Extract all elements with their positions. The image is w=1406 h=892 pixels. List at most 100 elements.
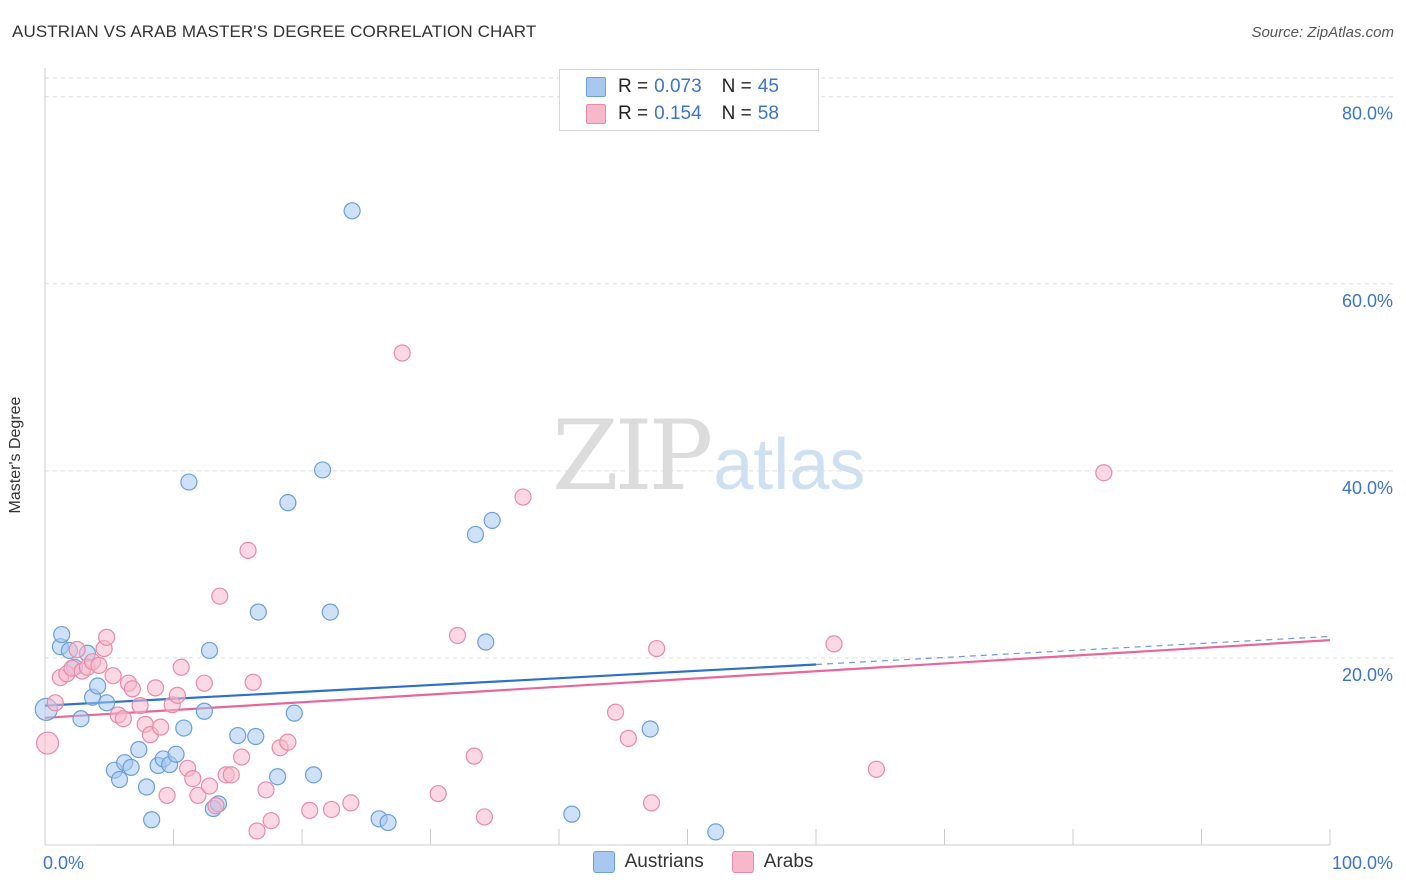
austrians-point	[53, 625, 71, 644]
austrians-point	[98, 694, 116, 712]
grid-lines	[45, 77, 1395, 659]
legend-swatch-austrians	[592, 851, 615, 873]
legend-n-label: N =	[721, 76, 752, 97]
austrians-point	[477, 633, 495, 651]
arabs-point	[189, 786, 207, 805]
arabs-point	[514, 488, 532, 506]
arabs-point	[35, 731, 60, 755]
legend-n-label: N =	[721, 103, 752, 124]
legend-row-austrians: R = 0.073 N = 45	[586, 75, 779, 99]
arabs-point	[825, 635, 843, 653]
arabs-point	[342, 794, 360, 812]
source-label: Source: ZipAtlas.com	[1251, 24, 1394, 41]
austrians-trend-extension	[815, 635, 1331, 666]
legend-n-value: 45	[757, 76, 779, 97]
legend-r-value: 0.154	[654, 103, 702, 124]
legend-r-label: R =	[618, 103, 649, 124]
arabs-point	[1095, 464, 1113, 482]
y-tick-label: 40.0%	[1342, 478, 1393, 498]
austrians-point	[343, 202, 361, 220]
austrians-point	[483, 511, 501, 530]
legend-n-value: 58	[757, 103, 779, 124]
arabs-point	[152, 718, 170, 736]
arabs-trend-line	[44, 639, 1331, 719]
legend-swatch-arabs	[586, 104, 606, 124]
arabs-point	[257, 781, 275, 799]
austrians-point	[285, 704, 303, 722]
austrians-point	[563, 805, 581, 823]
legend-r-label: R =	[618, 76, 649, 97]
chart-title: AUSTRIAN VS ARAB MASTER'S DEGREE CORRELA…	[12, 22, 537, 41]
y-tick-label: 80.0%	[1342, 104, 1393, 124]
arabs-point	[642, 794, 661, 812]
arabs-point	[393, 344, 411, 362]
arabs-point	[195, 674, 213, 692]
arabs-point	[200, 777, 219, 795]
austrians-point	[304, 766, 323, 784]
austrians-point	[72, 710, 90, 728]
arabs-point	[648, 639, 666, 658]
arabs-point	[222, 766, 240, 784]
stats-legend: R = 0.073 N = 45 R = 0.154 N = 58	[559, 69, 819, 131]
arabs-point	[239, 541, 257, 559]
arabs-point	[475, 808, 494, 826]
arabs-point	[123, 680, 141, 698]
legend-label-arabs: Arabs	[763, 851, 814, 872]
arabs-point	[207, 797, 225, 815]
arabs-point	[448, 626, 467, 645]
x-tick-label: 100.0%	[1332, 853, 1393, 873]
austrians-point	[195, 702, 213, 720]
austrians-point	[707, 823, 725, 841]
arabs-point	[429, 784, 447, 803]
austrians-point	[641, 720, 659, 738]
y-tick-label: 20.0%	[1342, 665, 1393, 685]
legend-row-arabs: R = 0.154 N = 58	[586, 102, 779, 126]
arabs-point	[244, 673, 262, 691]
y-axis-label: Master's Degree	[7, 396, 24, 514]
austrians-point	[130, 740, 148, 759]
trend-lines	[44, 635, 1331, 719]
tick-labels: 20.0% 40.0% 60.0% 80.0% 0.0% 100.0%	[43, 104, 1393, 873]
arabs-point	[104, 667, 122, 685]
austrians-point	[143, 811, 161, 829]
austrians-point	[122, 758, 140, 776]
arabs-point	[172, 658, 190, 676]
austrians-point	[466, 525, 485, 544]
legend-item-arabs[interactable]: Arabs	[731, 851, 814, 873]
x-tick-label: 0.0%	[43, 853, 84, 873]
austrians-point	[200, 641, 219, 660]
austrians-point	[279, 494, 297, 512]
legend-item-austrians[interactable]: Austrians	[592, 851, 704, 873]
austrians-point	[379, 813, 397, 832]
austrians-point	[137, 778, 156, 796]
arabs-point	[262, 812, 280, 830]
austrians-point	[247, 727, 265, 746]
austrians-point	[167, 745, 185, 763]
arabs-point	[46, 694, 64, 712]
arabs-point	[131, 697, 149, 715]
arabs-point	[90, 656, 108, 675]
arabs-point	[619, 729, 637, 747]
legend-label-austrians: Austrians	[624, 851, 704, 872]
legend-r-value: 0.073	[654, 76, 702, 97]
arabs-point	[98, 628, 116, 646]
data-points	[34, 202, 1113, 841]
y-tick-label: 60.0%	[1342, 291, 1393, 311]
arabs-point	[233, 748, 251, 766]
arabs-point	[158, 786, 176, 805]
austrians-point	[175, 719, 193, 737]
austrians-point	[229, 726, 247, 745]
arabs-point	[248, 822, 266, 840]
arabs-point	[146, 679, 165, 697]
arabs-point	[465, 747, 483, 765]
austrians-point	[110, 770, 129, 789]
arabs-point	[168, 686, 186, 704]
arabs-point	[211, 587, 229, 605]
austrians-point	[313, 461, 332, 479]
arabs-point	[867, 760, 885, 778]
legend-swatch-austrians	[586, 77, 606, 97]
arabs-point	[68, 640, 86, 659]
arabs-point	[606, 703, 625, 721]
austrians-point	[89, 677, 107, 695]
arabs-point	[322, 800, 341, 819]
